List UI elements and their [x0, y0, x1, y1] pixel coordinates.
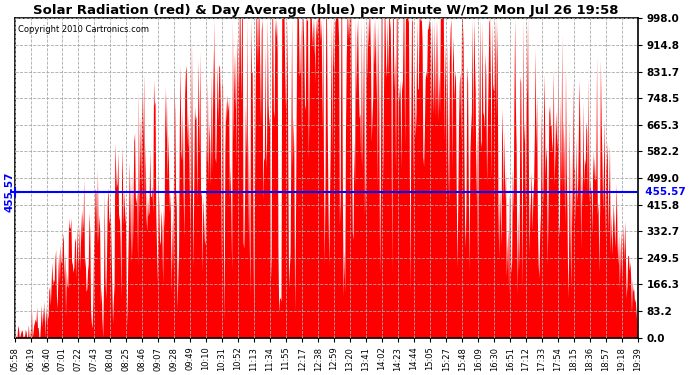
Text: Copyright 2010 Cartronics.com: Copyright 2010 Cartronics.com [18, 25, 149, 34]
Title: Solar Radiation (red) & Day Average (blue) per Minute W/m2 Mon Jul 26 19:58: Solar Radiation (red) & Day Average (blu… [33, 4, 619, 17]
Text: 455.57: 455.57 [4, 172, 14, 212]
Text: 455.57: 455.57 [638, 187, 686, 197]
